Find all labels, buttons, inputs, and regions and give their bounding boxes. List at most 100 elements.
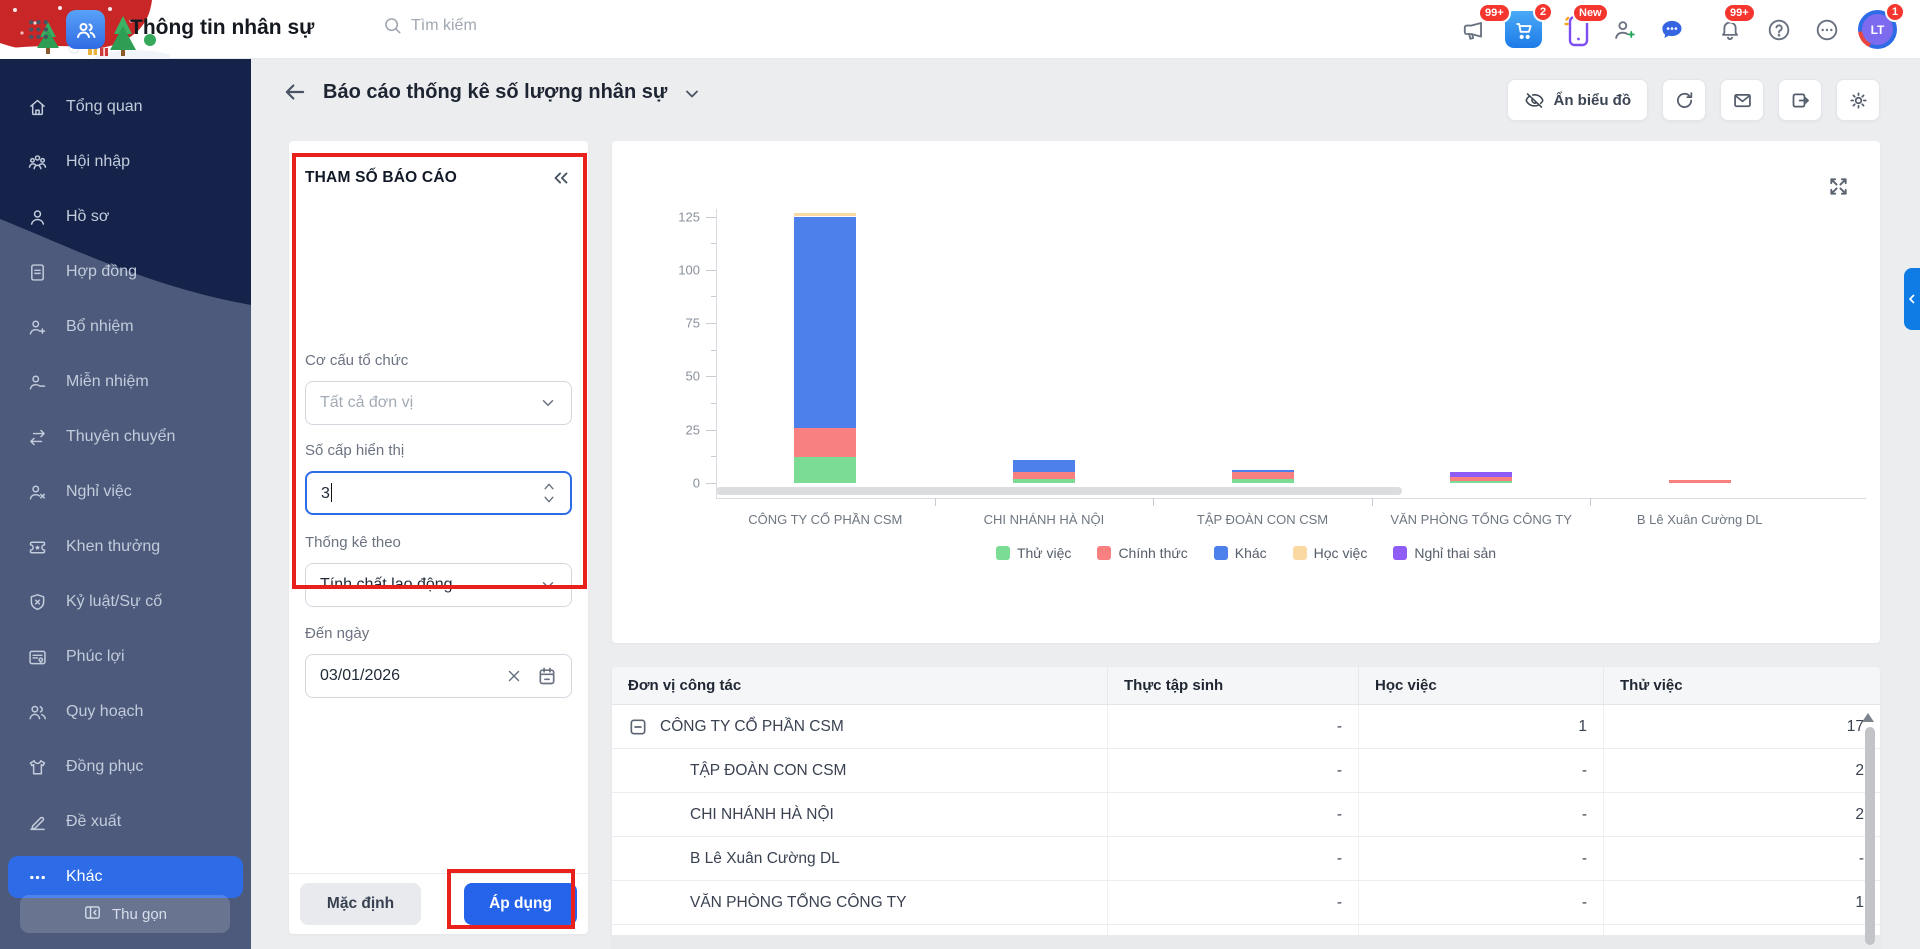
table-vertical-scrollbar[interactable]: [1865, 727, 1875, 945]
hide-chart-button[interactable]: Ẩn biểu đồ: [1506, 79, 1648, 121]
legend-item[interactable]: Thử việc: [995, 545, 1071, 561]
legend-item[interactable]: Nghỉ thai sản: [1393, 545, 1496, 561]
y-axis-tick: [706, 269, 716, 271]
avatar[interactable]: LT: [1858, 10, 1897, 49]
unit-name: CÔNG TY CỔ PHẦN CSM: [660, 717, 844, 735]
bar-segment[interactable]: [1012, 478, 1075, 483]
sidebar-item-dong-phuc[interactable]: Đồng phục: [8, 746, 243, 788]
table-row[interactable]: CHI NHÁNH HÀ NỘI - - 2: [612, 793, 1880, 837]
default-button[interactable]: Mặc định: [300, 883, 421, 925]
fullscreen-icon[interactable]: [1827, 175, 1850, 198]
settings-button[interactable]: [1836, 79, 1880, 121]
stacked-bar-chart: 0 25 50 75 100 125 CÔNG TY CỔ PHẦN CSM CHI NHÁN…: [612, 141, 1880, 643]
megaphone-icon[interactable]: [1461, 17, 1487, 43]
bar-segment[interactable]: [1012, 459, 1075, 473]
sidebar-item-phuc-loi[interactable]: Phúc lợi: [8, 636, 243, 678]
sidebar-item-label: Miễn nhiệm: [66, 373, 149, 390]
calendar-icon[interactable]: [537, 666, 557, 686]
bar-segment[interactable]: [1012, 472, 1075, 479]
report-switch-chevron-icon[interactable]: [682, 84, 702, 104]
bar-segment[interactable]: [794, 457, 857, 483]
more-options-icon[interactable]: [1814, 17, 1840, 43]
sidebar-item-label: Nghỉ việc: [66, 483, 132, 500]
sidebar-item-de-xuat[interactable]: Đề xuất: [8, 801, 243, 843]
to-date-input[interactable]: 03/01/2026: [305, 654, 572, 698]
app-grid-icon[interactable]: [26, 17, 51, 42]
x-axis-tick: [1153, 498, 1155, 506]
legend-item[interactable]: Học việc: [1292, 545, 1368, 561]
bar-segment[interactable]: [1450, 476, 1513, 481]
legend-swatch: [1292, 546, 1307, 560]
hr-app-icon[interactable]: [66, 10, 105, 49]
add-user-icon[interactable]: [1612, 17, 1638, 43]
table-horizontal-scrollbar[interactable]: [612, 935, 1880, 949]
y-axis-label: 75: [685, 315, 700, 331]
chat-icon[interactable]: [1659, 17, 1685, 43]
clear-date-icon[interactable]: [505, 667, 523, 685]
table-scroll-up-icon[interactable]: [1862, 713, 1874, 722]
home-icon: [27, 97, 48, 118]
bar-segment[interactable]: [1231, 472, 1294, 479]
back-arrow-icon[interactable]: [282, 79, 308, 105]
org-structure-select[interactable]: Tất cả đơn vị: [305, 381, 572, 425]
levels-number-input[interactable]: 3: [305, 471, 572, 515]
cell-value: -: [1359, 793, 1604, 836]
unit-name: TẬP ĐOÀN CON CSM: [690, 761, 847, 779]
person-minus-icon: [27, 372, 48, 393]
global-search[interactable]: [382, 15, 631, 36]
bar-segment[interactable]: [1668, 479, 1731, 483]
stepper-up-icon[interactable]: [542, 481, 556, 492]
search-input[interactable]: [411, 16, 631, 35]
phone-badge: New: [1572, 3, 1609, 23]
legend-label: Học việc: [1313, 545, 1368, 561]
sidebar-item-hoi-nhap[interactable]: Hội nhập: [8, 141, 243, 183]
sidebar-item-label: Khác: [66, 868, 103, 885]
sidebar-item-quy-hoach[interactable]: Quy hoạch: [8, 691, 243, 733]
table-row[interactable]: CÔNG TY CỔ PHẦN CSM -1 17: [612, 705, 1880, 749]
sidebar-item-ky-luat-su-co[interactable]: Kỷ luật/Sự cố: [8, 581, 243, 623]
number-stepper[interactable]: [542, 481, 556, 505]
statistics-by-select[interactable]: Tính chất lao động: [305, 563, 572, 607]
bar-segment[interactable]: [1450, 480, 1513, 483]
stepper-down-icon[interactable]: [542, 494, 556, 505]
sidebar-item-nghi-viec[interactable]: Nghỉ việc: [8, 471, 243, 513]
apply-button[interactable]: Áp dụng: [464, 883, 577, 925]
y-axis-label: 100: [678, 262, 700, 278]
legend-item[interactable]: Chính thức: [1097, 545, 1188, 561]
sidebar-item-label: Bổ nhiệm: [66, 318, 134, 335]
sidebar-item-thuyen-chuyen[interactable]: Thuyên chuyển: [8, 416, 243, 458]
chevron-down-icon: [542, 582, 554, 588]
table-row[interactable]: B Lê Xuân Cường DL - - -: [612, 837, 1880, 881]
sidebar-collapse-button[interactable]: Thu gọn: [20, 895, 230, 933]
bar-segment[interactable]: [1231, 478, 1294, 483]
export-button[interactable]: [1778, 79, 1822, 121]
legend-item[interactable]: Khác: [1213, 545, 1267, 561]
bar-segment[interactable]: [794, 213, 857, 217]
sidebar-item-bo-nhiem[interactable]: Bổ nhiệm: [8, 306, 243, 348]
bar-segment[interactable]: [1450, 472, 1513, 477]
collapse-row-icon[interactable]: [628, 717, 648, 737]
cell-value: 2: [1855, 805, 1864, 823]
sidebar-item-khen-thuong[interactable]: Khen thưởng: [8, 526, 243, 568]
unit-name: VĂN PHÒNG TỔNG CÔNG TY: [690, 893, 907, 911]
side-panel-toggle-tab[interactable]: [1904, 268, 1920, 330]
sidebar-item-label: Hồ sơ: [66, 208, 110, 225]
edit-icon: [27, 812, 48, 833]
sidebar-item-khac[interactable]: Khác: [8, 856, 243, 898]
bar-segment[interactable]: [1231, 470, 1294, 473]
chart-scrollbar[interactable]: [716, 487, 1402, 495]
table-row[interactable]: TẬP ĐOÀN CON CSM - - 2: [612, 749, 1880, 793]
sidebar-item-ho-so[interactable]: Hồ sơ: [8, 196, 243, 238]
refresh-button[interactable]: [1662, 79, 1706, 121]
mail-button[interactable]: [1720, 79, 1764, 121]
sidebar-item-hop-dong[interactable]: Hợp đồng: [8, 251, 243, 293]
table-row[interactable]: VĂN PHÒNG TỔNG CÔNG TY - - 1: [612, 881, 1880, 925]
sidebar-item-tong-quan[interactable]: Tổng quan: [8, 86, 243, 128]
bar-segment[interactable]: [794, 216, 857, 428]
collapse-panel-icon[interactable]: [550, 167, 572, 189]
sidebar-item-mien-nhiem[interactable]: Miễn nhiệm: [8, 361, 243, 403]
y-axis-tick: [711, 243, 716, 245]
bar-segment[interactable]: [794, 427, 857, 458]
help-icon[interactable]: [1766, 17, 1792, 43]
